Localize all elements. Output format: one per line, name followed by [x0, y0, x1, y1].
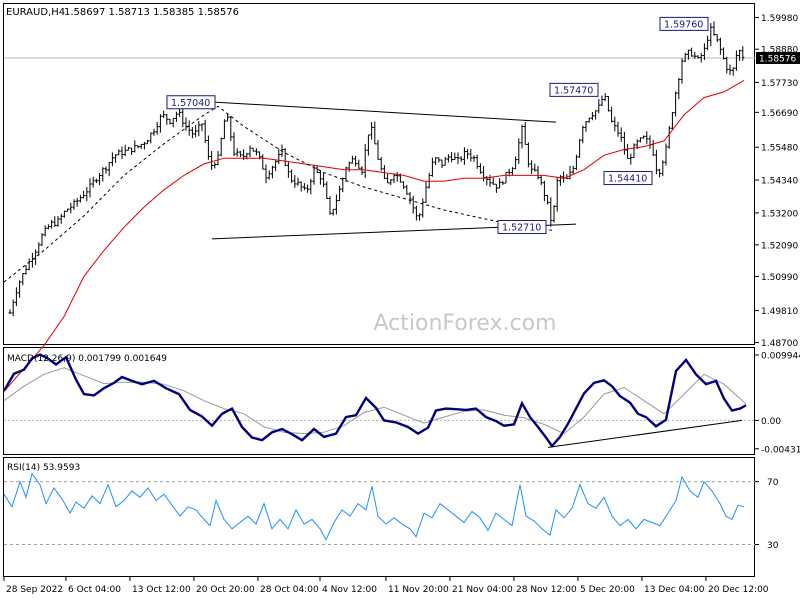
current-price-label: 1.58576	[759, 54, 796, 64]
macd-axis-label: -0.004313	[761, 445, 800, 455]
price-level-label: 1.52710	[497, 220, 547, 235]
price-axis-label: 1.52090	[761, 241, 798, 251]
macd-panel	[3, 347, 755, 455]
price-axis-label: 1.48700	[761, 339, 798, 349]
x-axis-label: 20 Oct 20:00	[196, 585, 255, 595]
x-axis-label: 13 Dec 04:00	[644, 585, 705, 595]
price-axis-label: 1.58880	[761, 46, 798, 56]
trendline	[211, 101, 557, 123]
current-price-badge	[756, 51, 800, 64]
rsi-axis-label: 30	[767, 541, 779, 551]
price-level-text: 1.59760	[664, 19, 703, 30]
x-axis-label: 13 Oct 12:00	[132, 585, 191, 595]
price-level-text: 1.52710	[502, 223, 541, 234]
price-level-label: 1.57470	[549, 82, 599, 97]
macd-axis-label: 0.009944	[761, 351, 800, 361]
x-axis-label: 4 Nov 12:00	[322, 585, 377, 595]
watermark: ActionForex.com	[374, 311, 557, 336]
rsi-panel	[3, 457, 755, 577]
price-axis-label: 1.57730	[761, 79, 798, 89]
price-panel	[3, 3, 755, 345]
macd-axis-label: 0.00	[761, 417, 781, 427]
macd-title: MACD(12,26,9) 0.001799 0.001649	[7, 354, 167, 364]
price-level-label: 1.59760	[659, 16, 709, 31]
price-level-box	[166, 95, 216, 110]
macd-trendline	[547, 419, 743, 448]
price-axis-label: 1.50990	[761, 273, 798, 283]
price-axis-label: 1.55480	[761, 144, 798, 154]
x-axis-label: 28 Nov 12:00	[516, 585, 577, 595]
price-level-label: 1.54410	[603, 171, 653, 186]
price-axis-label: 1.49810	[761, 307, 798, 317]
x-axis-label: 28 Oct 04:00	[260, 585, 319, 595]
price-axis-label: 1.54340	[761, 177, 798, 187]
moving-average-dashed	[3, 105, 553, 283]
price-level-box	[497, 220, 547, 235]
rsi-title: RSI(14) 53.9593	[7, 463, 80, 473]
chart-header-values: 1.58697 1.58713 1.58385 1.58576	[64, 7, 239, 18]
macd-signal-line	[3, 367, 747, 435]
x-axis-label: 20 Dec 12:00	[708, 585, 769, 595]
x-axis-label: 6 Oct 04:00	[68, 585, 121, 595]
chart-header: EURAUD,H4	[6, 7, 65, 18]
price-level-text: 1.57040	[171, 98, 210, 109]
price-level-label: 1.57040	[166, 95, 216, 110]
price-level-text: 1.57470	[554, 85, 593, 96]
rsi-axis-label: 70	[767, 478, 779, 488]
price-axis-label: 1.53200	[761, 209, 798, 219]
price-level-text: 1.54410	[608, 174, 647, 185]
moving-average-red	[3, 79, 745, 392]
rsi-line	[3, 472, 745, 541]
price-axis-label: 1.56690	[761, 109, 798, 119]
price-axis-label: 1.59980	[761, 14, 798, 24]
x-axis-label: 28 Sep 2022	[6, 585, 63, 595]
price-level-box	[659, 16, 709, 31]
price-level-box	[549, 82, 599, 97]
x-axis-label: 5 Dec 20:00	[580, 585, 635, 595]
x-axis-label: 11 Nov 20:00	[388, 585, 449, 595]
x-axis-label: 21 Nov 04:00	[452, 585, 513, 595]
macd-line	[2, 353, 747, 449]
price-level-box	[603, 171, 653, 186]
